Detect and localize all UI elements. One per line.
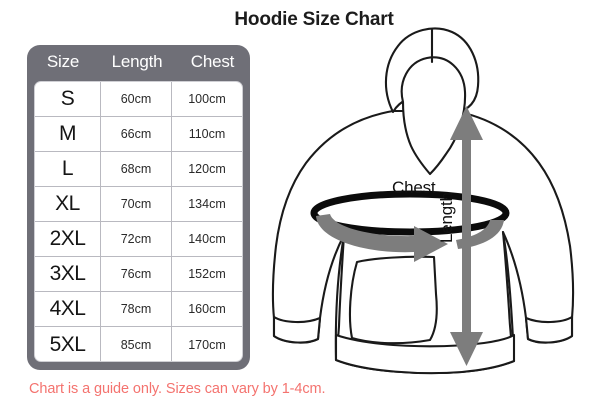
hood-inner-opening: [400, 56, 467, 176]
cell-length: 70cm: [101, 187, 172, 221]
cell-chest: 140cm: [188, 232, 226, 246]
cell-size: 4XL: [35, 292, 101, 326]
right-cuff: [524, 315, 574, 344]
chest-measurement-label: Chest: [392, 178, 436, 197]
table-row: 4XL 78cm 160cm: [35, 292, 242, 327]
chest-arrow: [316, 214, 448, 262]
kangaroo-pocket: [348, 255, 438, 345]
table-header-row: Size Length Chest: [27, 45, 250, 79]
size-chart-table: Size Length Chest S 60cm 100cm M 66cm 11…: [27, 45, 250, 370]
cell-size: L: [35, 152, 101, 186]
cell-size: 2XL: [35, 222, 101, 256]
cell-chest: 100cm: [188, 92, 226, 106]
length-measurement-label: Length: [437, 192, 456, 243]
length-arrow-up: [450, 106, 483, 140]
cell-length: 78cm: [101, 292, 172, 326]
table-row: M 66cm 110cm: [35, 117, 242, 152]
column-header-size: Size: [46, 52, 80, 71]
cell-chest: 120cm: [188, 162, 226, 176]
cell-chest: 152cm: [188, 267, 226, 281]
table-row: L 68cm 120cm: [35, 152, 242, 187]
table-row: S 60cm 100cm: [35, 82, 242, 117]
cell-chest: 134cm: [188, 197, 226, 211]
table-row: 2XL 72cm 140cm: [35, 222, 242, 257]
table-body: S 60cm 100cm M 66cm 110cm L 68cm 120cm X…: [34, 81, 243, 362]
hem-waistband: [334, 333, 516, 375]
cell-size: S: [35, 82, 101, 116]
cell-size: M: [35, 117, 101, 151]
column-header-length: Length: [111, 52, 163, 71]
cell-size: XL: [35, 187, 101, 221]
cell-length: 68cm: [101, 152, 172, 186]
page-title: Hoodie Size Chart: [234, 9, 394, 30]
cell-size: 5XL: [35, 327, 101, 361]
length-measure-arrow: [450, 106, 483, 366]
length-arrow-down: [450, 332, 483, 366]
cell-chest: 160cm: [188, 302, 226, 316]
cell-size: 3XL: [35, 257, 101, 291]
disclaimer-text: Chart is a guide only. Sizes can vary by…: [29, 381, 326, 397]
left-cuff: [272, 315, 322, 344]
cell-chest: 170cm: [188, 337, 226, 352]
column-header-chest: Chest: [190, 52, 235, 71]
cell-length: 85cm: [101, 327, 172, 361]
table-row: 3XL 76cm 152cm: [35, 257, 242, 292]
cell-length: 76cm: [101, 257, 172, 291]
hoodie-diagram: [262, 18, 600, 378]
cell-length: 66cm: [101, 117, 172, 151]
cell-length: 60cm: [101, 82, 172, 116]
table-row: 5XL 85cm 170cm: [35, 327, 242, 361]
cell-chest: 110cm: [188, 127, 226, 141]
cell-length: 72cm: [101, 222, 172, 256]
table-row: XL 70cm 134cm: [35, 187, 242, 222]
